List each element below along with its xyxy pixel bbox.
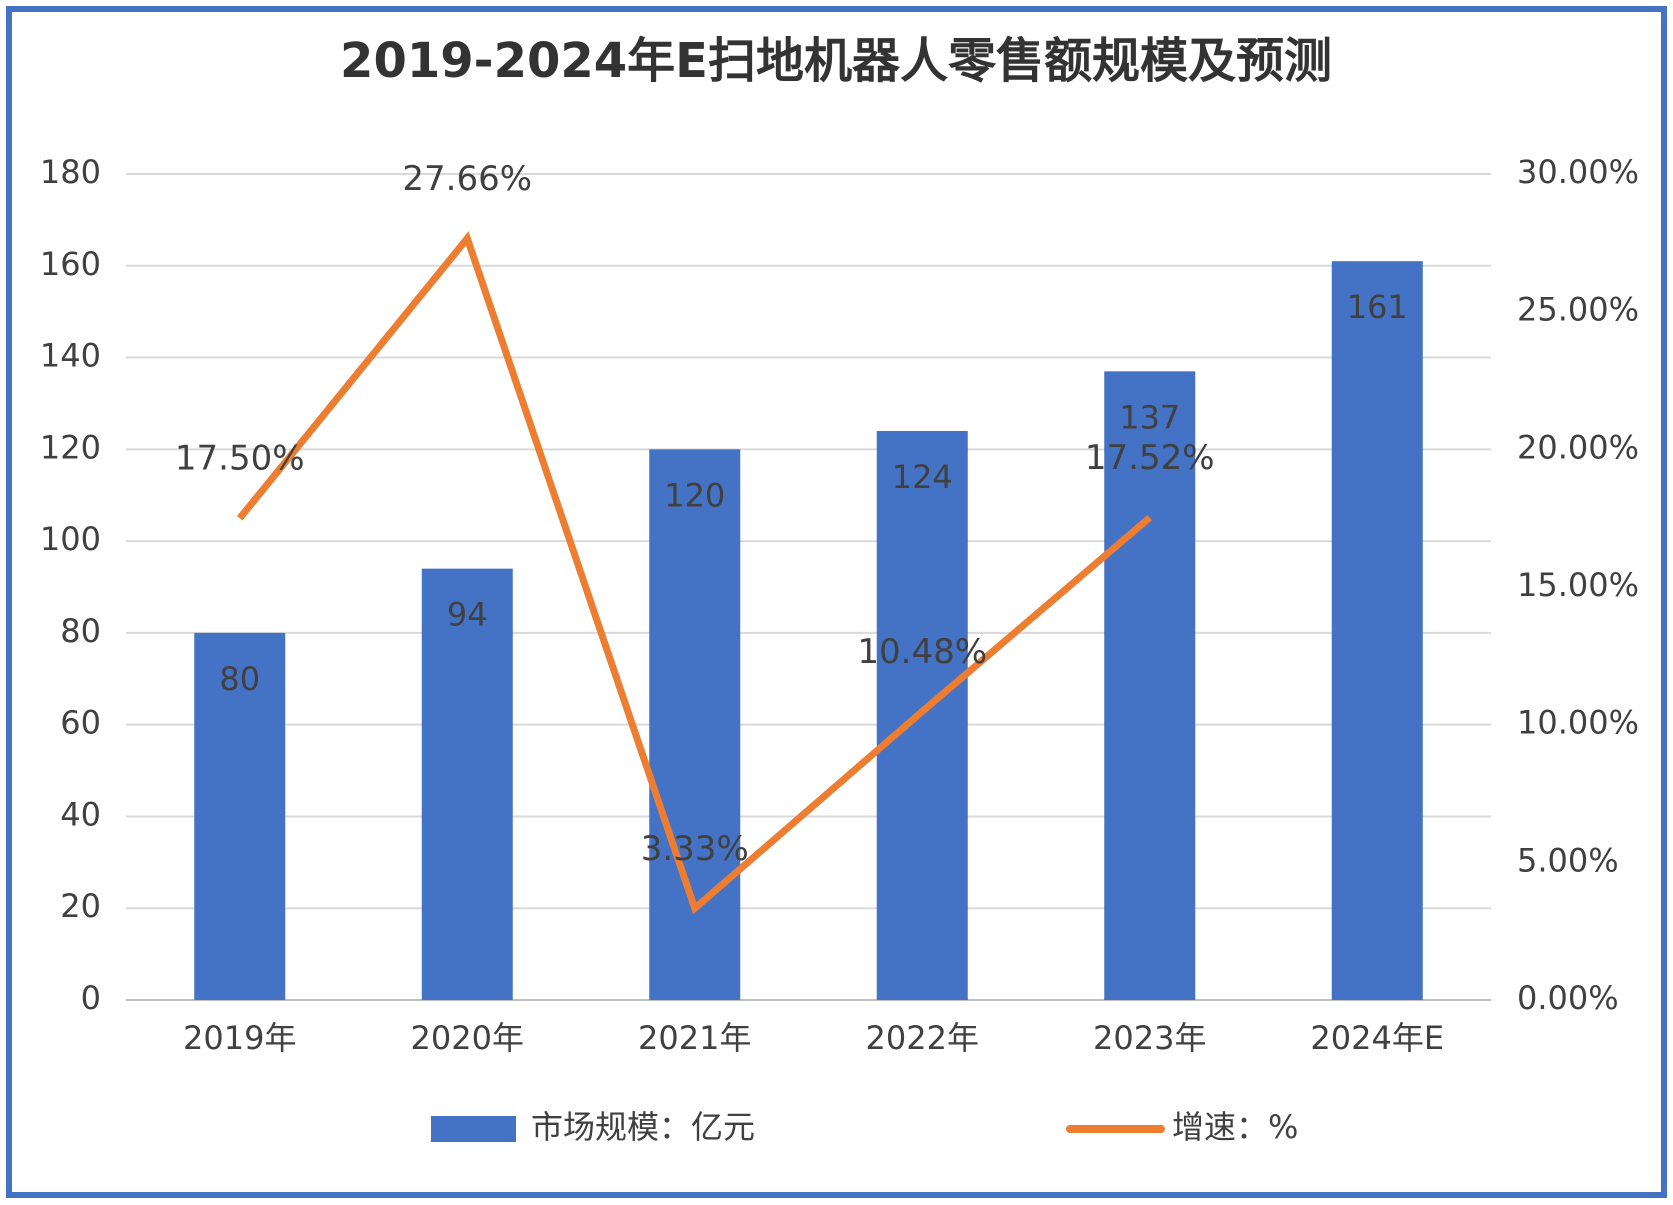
bar-value-label: 124 xyxy=(892,458,953,496)
legend-label: 市场规模：亿元 xyxy=(531,1108,755,1146)
line-value-label: 17.50% xyxy=(175,439,305,479)
x-tick-label: 2022年 xyxy=(866,1019,979,1057)
bar-value-label: 80 xyxy=(219,660,260,698)
line xyxy=(237,231,1153,915)
y2-tick-label: 25.00% xyxy=(1517,291,1639,329)
y2-tick-label: 15.00% xyxy=(1517,566,1639,604)
chart-title: 2019-2024年E扫地机器人零售额规模及预测 xyxy=(340,33,1332,89)
y-tick-label: 120 xyxy=(40,428,101,466)
y-tick-label: 40 xyxy=(60,795,101,833)
y2-tick-label: 20.00% xyxy=(1517,428,1639,466)
y-tick-label: 60 xyxy=(60,704,101,742)
bar xyxy=(1104,371,1196,1000)
y-tick-label: 160 xyxy=(40,245,101,283)
legend-label: 增速：% xyxy=(1172,1108,1298,1146)
x-tick-label: 2021年 xyxy=(638,1019,751,1057)
y-tick-label: 20 xyxy=(60,887,101,925)
x-tick-label: 2023年 xyxy=(1093,1019,1206,1057)
y2-tick-label: 10.00% xyxy=(1517,704,1639,742)
y-tick-label: 140 xyxy=(40,337,101,375)
bar xyxy=(649,449,741,1000)
y2-tick-label: 30.00% xyxy=(1517,153,1639,191)
line-value-label: 17.52% xyxy=(1085,438,1215,478)
x-tick-label: 2020年 xyxy=(411,1019,524,1057)
y-tick-label: 80 xyxy=(60,612,101,650)
line-value-label: 3.33% xyxy=(641,829,749,869)
bar-value-label: 137 xyxy=(1119,398,1180,436)
line-value-label: 27.66% xyxy=(402,159,532,199)
line-value-label: 10.48% xyxy=(857,632,987,672)
legend-swatch xyxy=(431,1116,516,1142)
bar xyxy=(1331,261,1423,1000)
y-tick-label: 180 xyxy=(40,153,101,191)
x-tick-label: 2024年E xyxy=(1310,1019,1444,1057)
bar-value-label: 161 xyxy=(1347,288,1408,326)
y-tick-label: 0 xyxy=(81,979,101,1017)
y2-tick-label: 0.00% xyxy=(1517,979,1619,1017)
y-tick-label: 100 xyxy=(40,520,101,558)
y2-tick-label: 5.00% xyxy=(1517,841,1619,879)
bar-value-label: 94 xyxy=(447,596,488,634)
bar-value-label: 120 xyxy=(664,476,725,514)
x-tick-label: 2019年 xyxy=(183,1019,296,1057)
bar xyxy=(194,632,286,1000)
bar xyxy=(421,568,513,1000)
